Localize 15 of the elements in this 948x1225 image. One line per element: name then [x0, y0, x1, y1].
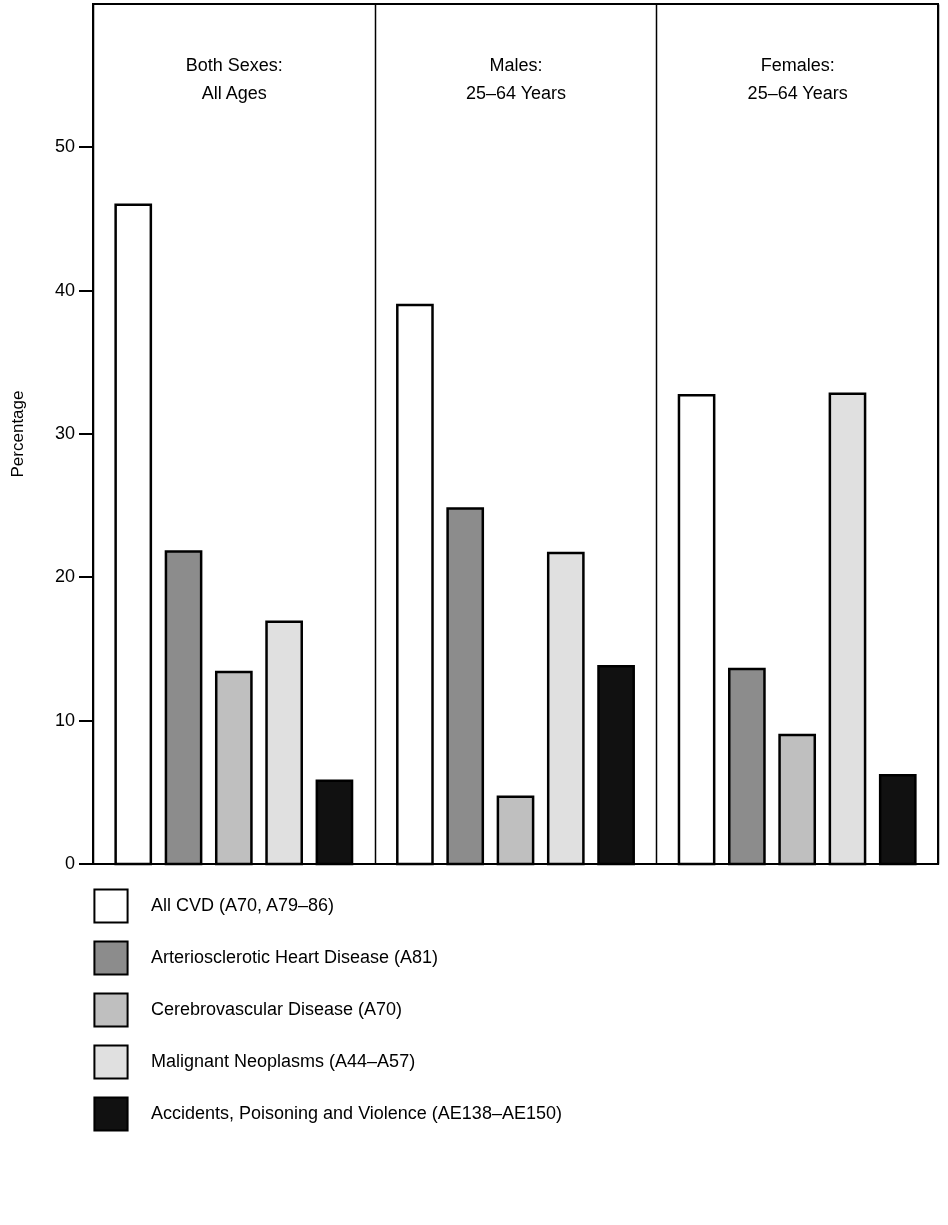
legend-label: Arteriosclerotic Heart Disease (A81): [151, 947, 439, 967]
legend-label: Accidents, Poisoning and Violence (AE138–AE150): [151, 1103, 562, 1123]
x-tick-label: Males: 25–64 Years: [465, 54, 567, 103]
legend-label: Malignant Neoplasms (A44–A57): [151, 1051, 416, 1071]
y-axis-title: Percentage: [7, 390, 27, 478]
y-tick-label: 50: [54, 136, 75, 157]
y-tick-label: 10: [54, 709, 75, 730]
x-tick-label: Both Sexes: All Ages: [185, 54, 283, 103]
legend-label: Cerebrovascular Disease (A70): [151, 999, 403, 1019]
x-tick-label: Females: 25–64 Years: [747, 54, 848, 103]
y-tick-label: 40: [54, 279, 75, 300]
y-tick-label: 30: [54, 423, 75, 443]
y-tick-label: 20: [54, 566, 75, 587]
legend-label: All CVD (A70, A79–86): [151, 895, 335, 915]
y-tick-label: 0: [64, 853, 75, 873]
